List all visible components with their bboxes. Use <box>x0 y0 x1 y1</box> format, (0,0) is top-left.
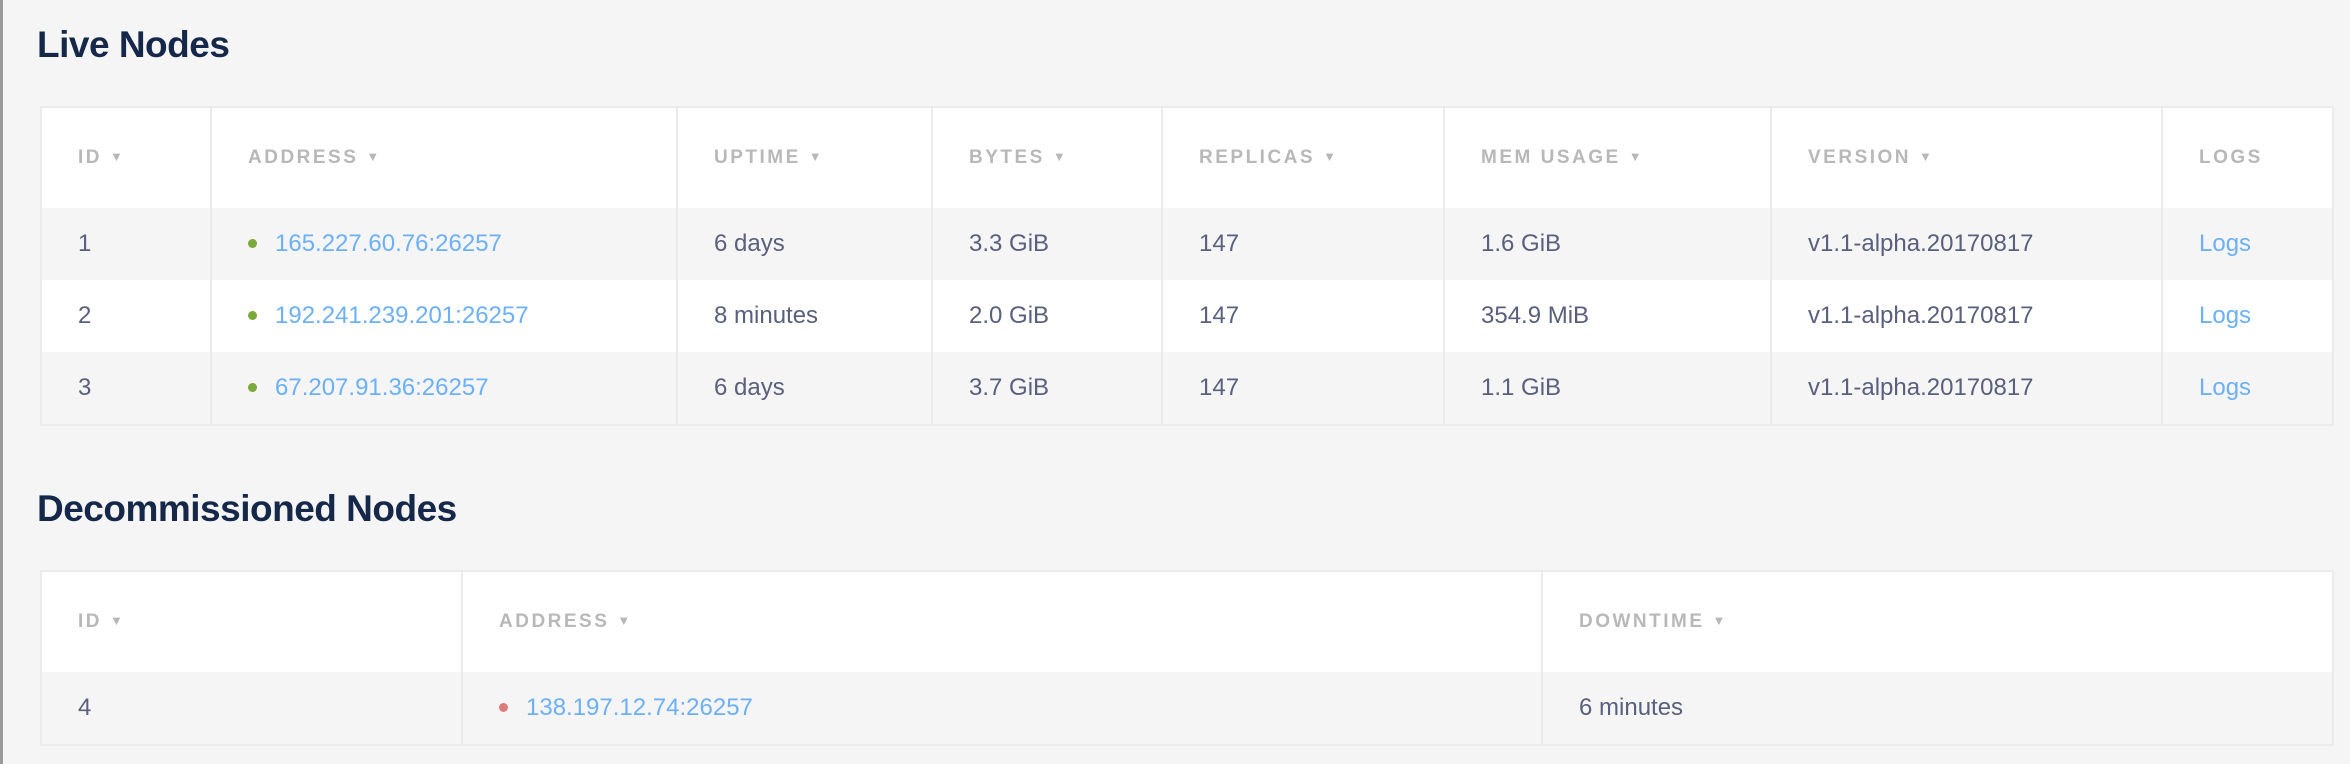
downtime-cell: 6 minutes <box>1542 672 2332 744</box>
column-header-label: BYTES <box>969 147 1045 168</box>
live-nodes-table: ID ▼ ADDRESS ▼ UPTIME ▼ BYTES ▼ REPLICAS ▼ MEM USA… <box>40 106 2334 426</box>
column-header-mem-usage[interactable]: MEM USAGE ▼ <box>1444 108 1772 208</box>
sort-arrow-icon: ▼ <box>1712 613 1726 628</box>
version-cell-text: v1.1-alpha.20170817 <box>1808 230 2034 257</box>
node-address-link[interactable]: 192.241.239.201:26257 <box>275 302 529 329</box>
status-dead-icon <box>499 703 508 712</box>
mem-usage-cell: 354.9 MiB <box>1444 280 1772 352</box>
column-header-label: ADDRESS <box>499 611 610 632</box>
bytes-cell-text: 3.3 GiB <box>969 230 1050 257</box>
sort-arrow-icon: ▼ <box>808 149 822 164</box>
status-live-icon <box>248 311 257 320</box>
bytes-cell-text: 3.7 GiB <box>969 374 1050 401</box>
replicas-cell: 147 <box>1162 208 1445 280</box>
column-header-id[interactable]: ID ▼ <box>42 572 463 672</box>
column-header-label: ID <box>78 147 102 168</box>
sort-arrow-icon: ▼ <box>1052 149 1066 164</box>
bytes-cell: 3.7 GiB <box>932 352 1163 424</box>
table-row: 3 67.207.91.36:26257 6 days 3.7 GiB 147 1.1 G… <box>42 352 2332 424</box>
id-cell: 4 <box>42 672 463 744</box>
replicas-cell-text: 147 <box>1199 374 1240 401</box>
uptime-cell: 6 days <box>677 208 933 280</box>
sort-arrow-icon: ▼ <box>1919 149 1932 164</box>
sort-arrow-icon: ▼ <box>1628 149 1642 164</box>
address-cell: 67.207.91.36:26257 <box>211 352 678 424</box>
column-header-label: MEM USAGE <box>1481 147 1621 168</box>
column-header-label: DOWNTIME <box>1579 611 1705 632</box>
column-header-downtime[interactable]: DOWNTIME ▼ <box>1542 572 2332 672</box>
logs-link[interactable]: Logs <box>2199 230 2252 257</box>
column-header-address[interactable]: ADDRESS ▼ <box>462 572 1543 672</box>
decommissioned-nodes-table: ID ▼ ADDRESS ▼ DOWNTIME ▼ 4 138.197.12.74:2625… <box>40 570 2334 746</box>
uptime-cell-text: 6 days <box>714 374 785 401</box>
sort-arrow-icon: ▼ <box>110 613 123 628</box>
address-cell: 192.241.239.201:26257 <box>211 280 678 352</box>
sort-arrow-icon: ▼ <box>1323 149 1336 164</box>
column-header-replicas[interactable]: REPLICAS ▼ <box>1162 108 1445 208</box>
column-header-uptime[interactable]: UPTIME ▼ <box>677 108 933 208</box>
sort-arrow-icon: ▼ <box>366 149 380 164</box>
id-cell-text: 2 <box>78 302 92 329</box>
column-header-version[interactable]: VERSION ▼ <box>1771 108 2163 208</box>
bytes-cell: 3.3 GiB <box>932 208 1163 280</box>
column-header-address[interactable]: ADDRESS ▼ <box>211 108 678 208</box>
id-cell: 2 <box>42 280 212 352</box>
logs-cell: Logs <box>2162 352 2332 424</box>
node-address-link[interactable]: 138.197.12.74:26257 <box>526 694 753 721</box>
version-cell: v1.1-alpha.20170817 <box>1771 352 2163 424</box>
replicas-cell-text: 147 <box>1199 302 1240 329</box>
uptime-cell: 8 minutes <box>677 280 933 352</box>
logs-cell: Logs <box>2162 208 2332 280</box>
node-address-link[interactable]: 67.207.91.36:26257 <box>275 374 489 401</box>
id-cell-text: 3 <box>78 374 92 401</box>
replicas-cell: 147 <box>1162 352 1445 424</box>
column-header-label: UPTIME <box>714 147 801 168</box>
address-cell: 138.197.12.74:26257 <box>462 672 1543 744</box>
version-cell-text: v1.1-alpha.20170817 <box>1808 374 2034 401</box>
uptime-cell-text: 6 days <box>714 230 785 257</box>
table-row: 1 165.227.60.76:26257 6 days 3.3 GiB 147 1.6 … <box>42 208 2332 280</box>
id-cell: 3 <box>42 352 212 424</box>
uptime-cell: 6 days <box>677 352 933 424</box>
id-cell-text: 1 <box>78 230 92 257</box>
table-row: 2 192.241.239.201:26257 8 minutes 2.0 GiB 14… <box>42 280 2332 352</box>
mem-usage-cell-text: 354.9 MiB <box>1481 302 1590 329</box>
status-live-icon <box>248 239 257 248</box>
version-cell: v1.1-alpha.20170817 <box>1771 208 2163 280</box>
bytes-cell-text: 2.0 GiB <box>969 302 1050 329</box>
replicas-cell-text: 147 <box>1199 230 1240 257</box>
mem-usage-cell: 1.6 GiB <box>1444 208 1772 280</box>
replicas-cell: 147 <box>1162 280 1445 352</box>
column-header-label: ID <box>78 611 102 632</box>
table-row: 4 138.197.12.74:26257 6 minutes <box>42 672 2332 744</box>
version-cell-text: v1.1-alpha.20170817 <box>1808 302 2034 329</box>
column-header-label: REPLICAS <box>1199 147 1316 168</box>
id-cell: 1 <box>42 208 212 280</box>
version-cell: v1.1-alpha.20170817 <box>1771 280 2163 352</box>
mem-usage-cell-text: 1.1 GiB <box>1481 374 1562 401</box>
address-cell: 165.227.60.76:26257 <box>211 208 678 280</box>
column-header-label: LOGS <box>2199 147 2263 168</box>
live-nodes-title: Live Nodes <box>37 24 230 65</box>
column-header-label: VERSION <box>1808 147 1912 168</box>
sort-arrow-icon: ▼ <box>617 613 631 628</box>
sort-arrow-icon: ▼ <box>110 149 123 164</box>
node-address-link[interactable]: 165.227.60.76:26257 <box>275 230 502 257</box>
decommissioned-nodes-title: Decommissioned Nodes <box>37 488 457 529</box>
column-header-label: ADDRESS <box>248 147 359 168</box>
logs-link[interactable]: Logs <box>2199 374 2252 401</box>
mem-usage-cell: 1.1 GiB <box>1444 352 1772 424</box>
column-header-bytes[interactable]: BYTES ▼ <box>932 108 1163 208</box>
logs-link[interactable]: Logs <box>2199 302 2252 329</box>
logs-cell: Logs <box>2162 280 2332 352</box>
downtime-cell-text: 6 minutes <box>1579 694 1684 721</box>
uptime-cell-text: 8 minutes <box>714 302 819 329</box>
column-header-logs: LOGS <box>2162 108 2332 208</box>
id-cell-text: 4 <box>78 694 92 721</box>
column-header-id[interactable]: ID ▼ <box>42 108 212 208</box>
status-live-icon <box>248 383 257 392</box>
mem-usage-cell-text: 1.6 GiB <box>1481 230 1562 257</box>
bytes-cell: 2.0 GiB <box>932 280 1163 352</box>
